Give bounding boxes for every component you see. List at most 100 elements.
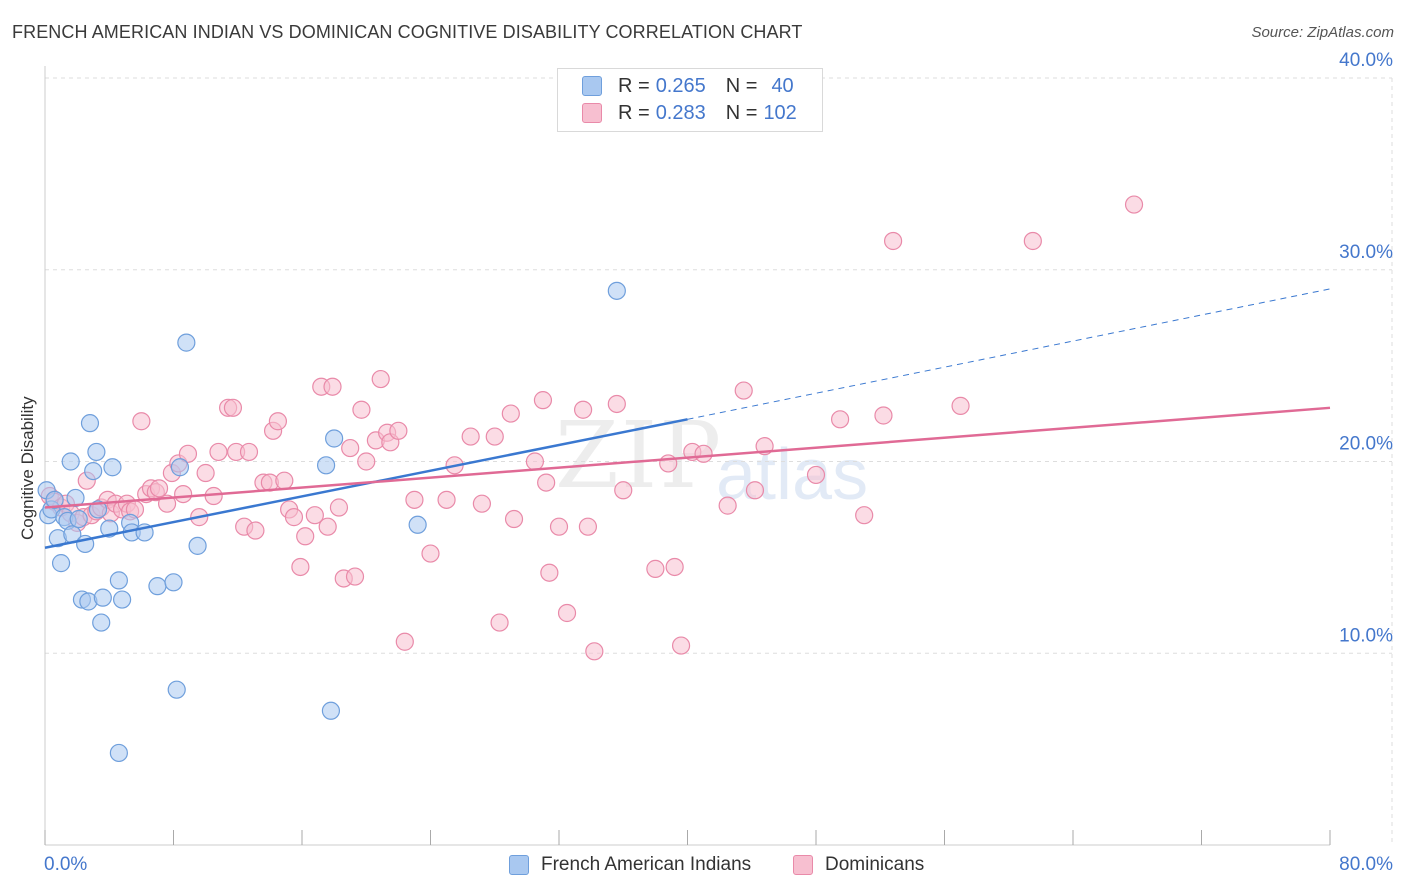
- chart-title: FRENCH AMERICAN INDIAN VS DOMINICAN COGN…: [12, 22, 803, 42]
- french-american-indian-point: [88, 500, 108, 519]
- dominican-point: [341, 438, 360, 458]
- french-american-indian-point: [109, 571, 128, 590]
- pink-swatch-icon: [793, 855, 813, 875]
- n-value: 102: [763, 101, 797, 124]
- r-value: 0.283: [655, 101, 706, 124]
- dominican-point: [585, 642, 604, 661]
- french-american-indian-point: [167, 680, 186, 699]
- dominican-point: [485, 427, 504, 446]
- dominican-trendline: [44, 406, 1331, 509]
- dominican-point: [578, 517, 598, 536]
- dominican-point: [437, 490, 456, 509]
- french-american-indian-point: [607, 281, 626, 300]
- dominican-point: [318, 517, 337, 536]
- dominican-point: [132, 412, 151, 431]
- y-tick-label: 40.0%: [1339, 50, 1393, 71]
- french-american-indian-point: [177, 333, 196, 352]
- stats-legend: R = 0.265 N = 40 R = 0.283 N = 102: [557, 68, 823, 132]
- r-value: 0.265: [655, 74, 706, 97]
- french-american-indian-point: [92, 613, 111, 632]
- dominican-point: [329, 498, 349, 517]
- dominican-point: [694, 444, 713, 463]
- dominican-point: [345, 567, 365, 586]
- dominican-point: [472, 494, 491, 513]
- dominican-point: [501, 404, 520, 423]
- french-american-indian-point: [321, 701, 341, 720]
- dominican-point: [540, 563, 559, 582]
- dominican-point: [323, 377, 342, 396]
- dominican-point: [357, 452, 376, 471]
- french-american-indian-point: [148, 577, 167, 596]
- dominican-point: [573, 400, 593, 419]
- dominican-point: [268, 412, 288, 431]
- y-tick-label: 30.0%: [1339, 242, 1393, 263]
- dominican-point: [196, 463, 215, 483]
- pink-swatch-icon: [582, 103, 602, 123]
- french-american-indian-point: [87, 442, 106, 462]
- legend-item-french-american-indians[interactable]: French American Indians: [509, 852, 751, 878]
- legend-label: Dominicans: [825, 854, 925, 875]
- french-american-indian-point: [408, 515, 427, 534]
- dominican-point: [275, 471, 294, 490]
- french-american-indian-point: [45, 490, 64, 509]
- dominican-point: [745, 481, 765, 500]
- x-tick-label: 80.0%: [1339, 854, 1393, 875]
- french-american-indian-point: [188, 536, 207, 555]
- dominican-point: [305, 506, 324, 525]
- dominican-point: [461, 427, 480, 446]
- n-label: N =: [725, 74, 758, 97]
- source-credit: Source: ZipAtlas.com: [1251, 24, 1394, 41]
- french-american-indian-point: [109, 743, 128, 763]
- dominican-point: [671, 636, 691, 655]
- french-american-indian-trendline-extension: [687, 288, 1331, 420]
- dominican-point: [607, 394, 626, 414]
- y-tick-label: 10.0%: [1339, 625, 1393, 646]
- legend-row-french-american-indians: R = 0.265 N = 40: [582, 73, 794, 99]
- dominican-point: [223, 398, 243, 417]
- dominican-point: [209, 442, 228, 462]
- french-american-indian-point: [325, 429, 344, 448]
- dominican-point: [405, 490, 424, 509]
- dominican-point: [830, 410, 850, 429]
- french-american-indian-point: [164, 573, 183, 592]
- y-tick-label: 20.0%: [1339, 434, 1393, 455]
- dominican-point: [557, 603, 577, 623]
- dominican-point: [490, 613, 509, 632]
- dominican-point: [296, 527, 315, 546]
- dominican-point: [806, 465, 826, 485]
- x-tick-label: 0.0%: [44, 854, 87, 875]
- r-label: R =: [618, 101, 650, 124]
- dominican-point: [291, 557, 310, 577]
- french-american-indian-point: [103, 458, 122, 477]
- blue-swatch-icon: [509, 855, 529, 875]
- french-american-indian-point: [170, 458, 190, 477]
- french-american-indian-point: [80, 414, 100, 433]
- dominican-point: [665, 557, 684, 577]
- french-american-indian-point: [66, 488, 85, 508]
- dominican-point: [646, 559, 665, 578]
- dominican-point: [239, 442, 259, 462]
- dominican-point: [421, 544, 440, 563]
- dominican-point: [284, 508, 304, 527]
- r-label: R =: [618, 74, 650, 97]
- dominican-point: [178, 444, 198, 463]
- dominican-point: [174, 484, 193, 504]
- french-american-indian-point: [93, 588, 112, 607]
- n-label: N =: [725, 101, 758, 124]
- legend-label: French American Indians: [541, 854, 752, 875]
- dominican-point: [1124, 195, 1144, 214]
- french-american-indian-point: [69, 509, 88, 529]
- dominican-point: [951, 396, 970, 415]
- french-american-indian-point: [112, 590, 132, 609]
- legend-item-dominicans[interactable]: Dominicans: [793, 852, 924, 878]
- french-american-indian-point: [316, 456, 336, 475]
- dominican-point: [504, 509, 524, 529]
- n-value: 40: [771, 74, 794, 97]
- french-american-indian-point: [84, 461, 103, 481]
- legend-row-dominicans: R = 0.283 N = 102: [582, 100, 797, 126]
- dominican-point: [855, 506, 874, 525]
- dominican-point: [537, 473, 556, 492]
- dominican-point: [525, 452, 545, 471]
- blue-swatch-icon: [582, 76, 602, 96]
